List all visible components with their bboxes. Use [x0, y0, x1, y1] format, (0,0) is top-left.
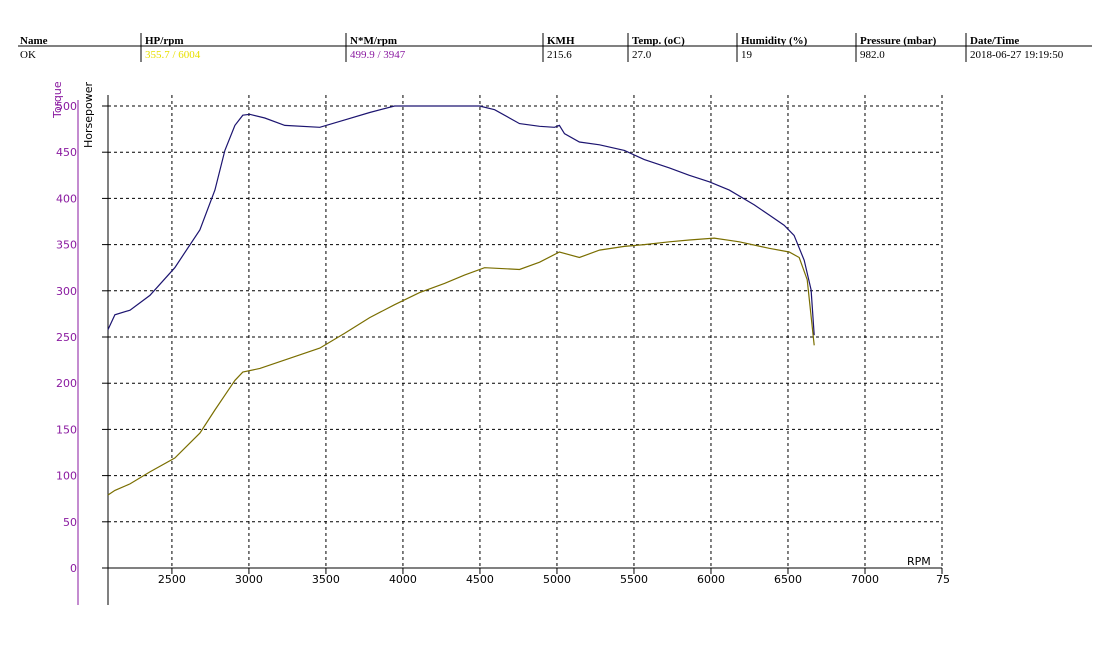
- cell: 982.0: [860, 49, 885, 61]
- y-tick-label: 50: [63, 516, 77, 529]
- column-header: N*M/rpm: [350, 35, 397, 47]
- x-tick-label: 5000: [543, 573, 571, 586]
- y-tick-label: 150: [56, 423, 77, 436]
- hp-label: Horsepower: [82, 82, 95, 148]
- y-tick-label: 0: [70, 562, 77, 575]
- y-tick-label: 300: [56, 285, 77, 298]
- x-axis-label: RPM: [907, 555, 931, 568]
- x-tick-label: 7000: [851, 573, 879, 586]
- x-tick-label: 4500: [466, 573, 494, 586]
- column-header: Date/Time: [970, 35, 1019, 47]
- cell: 27.0: [632, 49, 652, 61]
- y-tick-label: 100: [56, 470, 77, 483]
- column-header: Temp. (oC): [632, 35, 685, 47]
- x-tick-label: 3000: [235, 573, 263, 586]
- series-line: [107, 237, 815, 496]
- cell: 215.6: [547, 49, 572, 61]
- column-header: Name: [20, 35, 48, 47]
- y-tick-label: 200: [56, 377, 77, 390]
- cell: 2018-06-27 19:19:50: [970, 49, 1064, 61]
- series-line: [107, 105, 815, 336]
- cell: 19: [741, 49, 753, 61]
- y-tick-label: 500: [56, 100, 77, 113]
- column-header: HP/rpm: [145, 35, 184, 47]
- column-header: Humidity (%): [741, 35, 808, 47]
- y-tick-label: 350: [56, 239, 77, 252]
- x-tick-label: 5500: [620, 573, 648, 586]
- y-tick-label: 400: [56, 192, 77, 205]
- y-tick-label: 450: [56, 146, 77, 159]
- x-tick-label: 75: [936, 573, 950, 586]
- x-tick-label: 6500: [774, 573, 802, 586]
- y-tick-label: 250: [56, 331, 77, 344]
- column-header: KMH: [547, 35, 575, 47]
- cell: 499.9 / 3947: [350, 49, 406, 61]
- cell: 355.7 / 6004: [145, 49, 201, 61]
- column-header: Pressure (mbar): [860, 35, 937, 47]
- x-tick-label: 6000: [697, 573, 725, 586]
- x-tick-label: 2500: [158, 573, 186, 586]
- torque-label: Torque: [51, 81, 64, 119]
- x-tick-label: 4000: [389, 573, 417, 586]
- cell: OK: [20, 49, 36, 61]
- x-tick-label: 3500: [312, 573, 340, 586]
